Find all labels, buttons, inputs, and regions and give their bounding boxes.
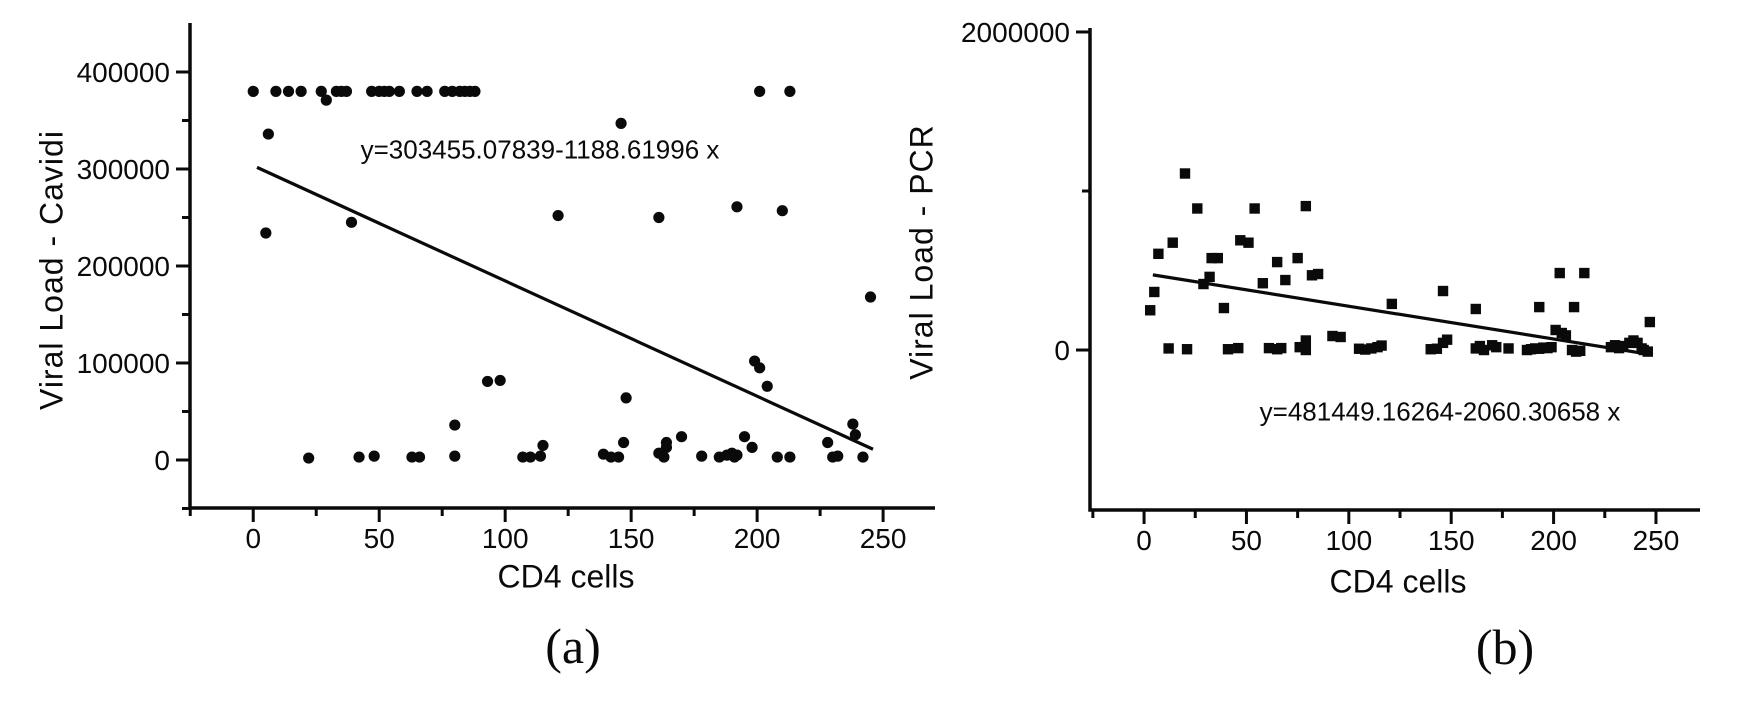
svg-text:200: 200	[1530, 525, 1577, 556]
chart-b-y-axis-title: Viral Load - PCR	[903, 124, 940, 380]
svg-text:0: 0	[245, 523, 261, 554]
chart-b-x-axis-title: CD4 cells	[1329, 563, 1467, 600]
svg-text:200000: 200000	[77, 251, 170, 282]
svg-text:0: 0	[154, 445, 170, 476]
svg-text:2000000: 2000000	[961, 17, 1070, 48]
svg-text:0: 0	[1136, 525, 1152, 556]
svg-text:300000: 300000	[77, 154, 170, 185]
chart-a-x-axis-title: CD4 cells	[497, 558, 635, 595]
chart-b-panel-caption: (b)	[1475, 619, 1535, 675]
svg-text:150: 150	[608, 523, 655, 554]
svg-text:100000: 100000	[77, 348, 170, 379]
svg-text:250: 250	[1633, 525, 1680, 556]
chart-a-panel-caption: (a)	[545, 618, 601, 674]
svg-text:250: 250	[860, 523, 907, 554]
chart-a-regression-equation: y=303455.07839-1188.61996 x	[360, 134, 720, 165]
svg-text:50: 50	[364, 523, 395, 554]
svg-text:100: 100	[1325, 525, 1372, 556]
svg-text:400000: 400000	[77, 57, 170, 88]
chart-b-regression-equation: y=481449.16264-2060.30658 x	[1259, 396, 1621, 427]
svg-text:200: 200	[734, 523, 781, 554]
svg-text:50: 50	[1231, 525, 1262, 556]
svg-text:0: 0	[1054, 335, 1070, 366]
svg-text:100: 100	[482, 523, 529, 554]
svg-text:150: 150	[1428, 525, 1475, 556]
